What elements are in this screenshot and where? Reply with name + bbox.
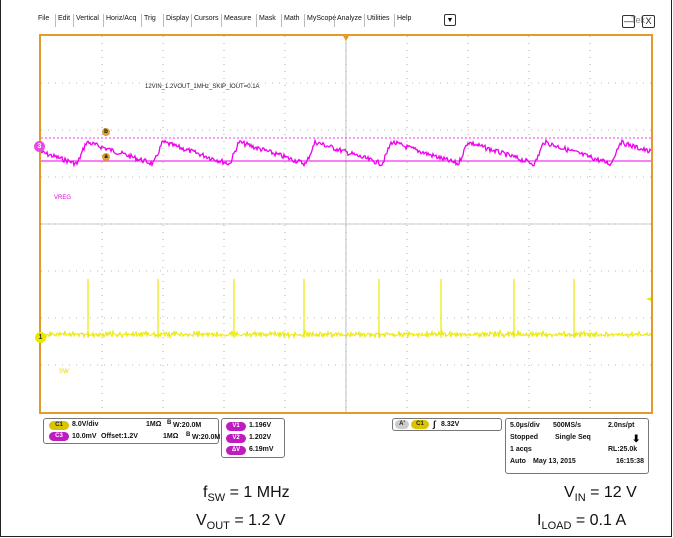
menu-separator [364, 14, 365, 27]
ch1-ground-marker[interactable]: 1 [35, 332, 46, 343]
vout-caption: VOUT = 1.2 V [196, 512, 286, 532]
trigger-position-marker [343, 36, 349, 41]
ch3-bw-label: B [186, 432, 191, 438]
sample-rate: 500MS/s [553, 422, 582, 429]
ch3-bandwidth: W:20.0M [192, 434, 221, 441]
vin-subscript: IN [574, 492, 586, 505]
acquisition-time: 16:15:38 [616, 458, 645, 465]
vin-symbol: V [564, 484, 575, 501]
menu-separator [103, 14, 104, 27]
record-length: RL:25.0k [608, 446, 638, 453]
minimize-button[interactable]: — [622, 15, 635, 28]
menu-item-horiz-acq[interactable]: Horiz/Acq [106, 15, 137, 22]
waveform-display[interactable]: 12VIN_1.2VOUT_1MHz_SKIP_IOUT=0.1A VREG S… [39, 34, 653, 414]
menu-separator [281, 14, 282, 27]
iload-caption: ILOAD = 0.1 A [537, 512, 626, 532]
vout-symbol: V [196, 512, 207, 529]
menu-item-help[interactable]: Help [397, 15, 412, 22]
menu-dropdown-button[interactable]: ▼ [444, 14, 456, 26]
ch1-badge[interactable]: C1 [49, 421, 69, 430]
meas-dv-badge[interactable]: ΔV [226, 446, 246, 455]
menu-item-utilities[interactable]: Utilities [367, 15, 390, 22]
ch3-badge[interactable]: C3 [49, 432, 69, 441]
ch1-bandwidth: W:20.0M [173, 422, 202, 429]
menu-item-measure[interactable]: Measure [224, 15, 252, 22]
fsw-subscript: SW [207, 492, 226, 505]
menu-item-vertical[interactable]: Vertical [76, 15, 99, 22]
fsw-value: = 1 MHz [225, 484, 290, 501]
trigger-level: 8.32V [441, 421, 460, 428]
vout-value: = 1.2 V [229, 512, 286, 529]
menu-item-analyze[interactable]: Analyze [337, 15, 362, 22]
trigger-slope-icon: ∫ [433, 419, 436, 429]
menu-separator [221, 14, 222, 27]
close-button[interactable]: X [642, 15, 655, 28]
iload-value: = 0.1 A [571, 512, 627, 529]
vin-caption: VIN = 12 V [564, 484, 637, 504]
menu-item-mask[interactable]: Mask [259, 15, 276, 22]
menu-item-edit[interactable]: Edit [58, 15, 71, 22]
ch3-waveform [41, 138, 651, 168]
tek-logo: Tek [631, 15, 646, 25]
status-panel: C1 8.0V/div 1MΩ B W:20.0M C3 10.0mV Offs… [39, 417, 653, 475]
menu-item-trig[interactable]: Trig [144, 15, 156, 22]
cursor-a-marker[interactable]: a [102, 153, 110, 161]
ch1-scale: 8.0V/div [72, 421, 99, 428]
menu-bar: File Edit Vertical Horiz/Acq Trig Display Curs… [34, 12, 664, 34]
acquisition-state: Stopped [510, 434, 538, 441]
fsw-caption: fSW = 1 MHz [203, 484, 290, 504]
vout-subscript: OUT [206, 520, 230, 533]
meas-v2-value: 1.202V [249, 434, 272, 441]
acquisition-date: May 13, 2015 [533, 458, 576, 465]
trigger-a-badge[interactable]: A' [395, 420, 409, 429]
menu-separator [141, 14, 142, 27]
menu-separator [191, 14, 192, 27]
meas-dv-value: 6.19mV [249, 446, 274, 453]
arrow-down-icon: ⬇ [632, 434, 641, 445]
ch3-ground-marker[interactable]: 3 [34, 141, 45, 152]
menu-item-myscope[interactable]: MyScope [307, 15, 337, 22]
cursor-b-marker[interactable]: b [102, 128, 110, 136]
resolution: 2.0ns/pt [608, 422, 635, 429]
ch3-offset: Offset:1.2V [101, 433, 138, 440]
meas-v1-value: 1.196V [249, 422, 272, 429]
iload-symbol: I [537, 512, 542, 529]
fsw-symbol: f [203, 484, 208, 501]
menu-separator [394, 14, 395, 27]
iload-subscript: LOAD [541, 520, 572, 533]
acquisition-mode: Single Seq [555, 434, 591, 441]
acquisition-count: 1 acqs [510, 446, 532, 453]
trigger-mode: Auto [510, 458, 526, 465]
menu-item-display[interactable]: Display [166, 15, 189, 22]
acquisition-box [505, 418, 649, 474]
channel-settings-box [43, 418, 219, 444]
annotation-text: 12VIN_1.2VOUT_1MHz_SKIP_IOUT=0.1A [145, 84, 260, 90]
menu-separator [256, 14, 257, 27]
horizontal-scale: 5.0µs/div [510, 422, 540, 429]
meas-v1-badge[interactable]: V1 [226, 422, 246, 431]
menu-item-file[interactable]: File [38, 15, 50, 22]
waveform-plot [41, 36, 651, 412]
vin-value: = 12 V [585, 484, 637, 501]
ch3-label: VREG [54, 195, 72, 201]
menu-separator [73, 14, 74, 27]
ch1-label: SW [59, 369, 69, 375]
meas-v2-badge[interactable]: V2 [226, 434, 246, 443]
ch3-scale: 10.0mV [72, 433, 97, 440]
ch1-waveform [41, 328, 651, 340]
ch1-trigger-level-marker [646, 297, 651, 301]
menu-item-math[interactable]: Math [284, 15, 300, 22]
trigger-source-badge[interactable]: C1 [411, 420, 429, 429]
menu-separator [163, 14, 164, 27]
menu-item-cursors[interactable]: Cursors [194, 15, 219, 22]
menu-separator [334, 14, 335, 27]
menu-separator [55, 14, 56, 27]
ch1-bw-label: B [167, 420, 172, 426]
ch1-coupling: 1MΩ [146, 421, 162, 428]
menu-separator [304, 14, 305, 27]
ch3-coupling: 1MΩ [163, 433, 179, 440]
